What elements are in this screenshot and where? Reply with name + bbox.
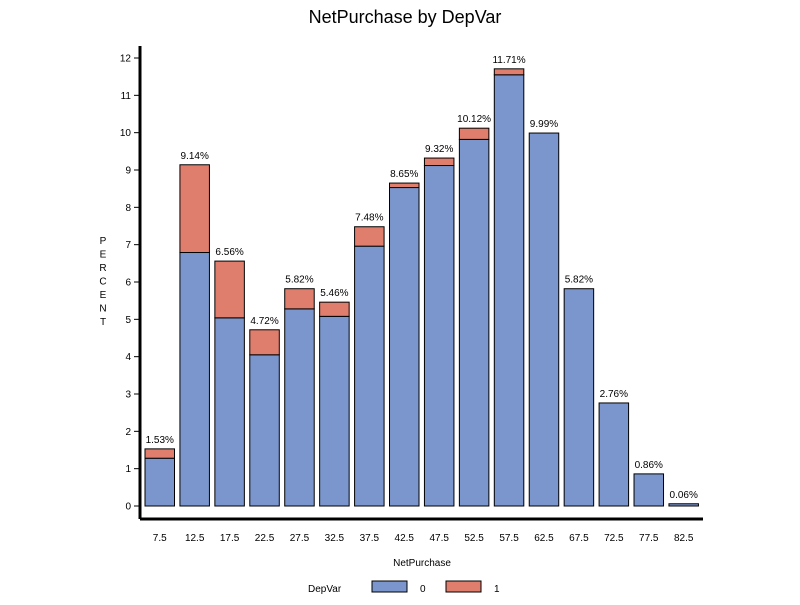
data-label: 10.12% [457,114,491,125]
bar-segment-0 [284,308,315,507]
x-tick-label: 72.5 [604,533,624,544]
data-label: 4.72% [250,316,278,327]
x-axis-title: NetPurchase [393,558,451,569]
bar-segment-0 [249,354,280,507]
y-axis-title-letter: T [100,317,106,328]
bar-segment-1 [214,260,245,319]
bar-segment-1 [179,164,210,254]
bars: 1.53% 9.14% 6.56% 4.72% 5.82% 5.46% 7.48% 8.65%… [144,55,699,507]
bar-segment-0 [598,402,630,507]
bar-segment-1 [284,288,315,310]
x-tick-label: 22.5 [255,533,275,544]
legend-swatch-0 [371,580,408,593]
data-label: 8.65% [390,169,418,180]
bar-segment-1 [354,226,385,247]
y-axis-title-letter: N [99,304,106,315]
y-tick-label: 0 [125,502,131,513]
legend-label: 0 [420,584,426,595]
legend-swatch-1 [445,580,482,593]
y-axis-title-letter: E [100,250,107,261]
bar-segment-0 [493,74,525,507]
data-label: 5.82% [565,275,593,286]
legend-title: DepVar [308,584,342,595]
y-axis-title-letter: P [100,236,107,247]
chart-title: NetPurchase by DepVar [309,7,502,27]
x-tick-label: 37.5 [360,533,380,544]
bar-segment-0 [144,457,175,507]
bar-segment-1 [319,301,350,317]
bar-segment-0 [563,288,595,507]
x-axis-ticks: 7.5 12.5 17.5 22.5 27.5 32.5 37.5 42.5 47.5 52.5 5… [153,533,694,544]
bar-segment-1 [389,182,420,189]
bar-segment-1 [458,127,490,140]
x-tick-label: 77.5 [639,533,659,544]
bar-segment-0 [668,503,699,507]
y-tick-label: 3 [125,390,131,401]
x-tick-label: 42.5 [395,533,415,544]
x-tick-label: 7.5 [153,533,167,544]
y-tick-label: 12 [120,54,132,65]
bar-segment-0 [423,165,455,507]
data-label: 6.56% [215,247,243,258]
y-tick-label: 9 [125,166,131,177]
data-label: 7.48% [355,213,383,224]
x-tick-label: 12.5 [185,533,205,544]
bar-segment-0 [633,473,665,507]
data-label: 5.46% [320,288,348,299]
x-tick-label: 52.5 [464,533,484,544]
y-axis-title-letter: C [99,277,106,288]
bar-segment-0 [354,245,385,507]
data-label: 5.82% [285,275,313,286]
y-tick-label: 6 [125,278,131,289]
bar-segment-1 [493,68,525,76]
y-tick-label: 11 [121,91,132,102]
y-axis-title-letter: R [99,263,106,274]
data-label: 11.71% [492,55,525,66]
y-axis-title-letter: E [100,290,107,301]
data-label: 9.32% [425,144,453,155]
data-label: 2.76% [600,389,628,400]
bar-segment-0 [389,187,420,507]
x-tick-label: 67.5 [569,533,589,544]
y-tick-label: 2 [125,427,131,438]
bar-segment-1 [249,329,280,356]
data-label: 1.53% [146,435,174,446]
bar-segment-0 [528,132,560,507]
y-tick-label: 10 [120,128,132,139]
y-tick-label: 7 [125,240,131,251]
x-tick-label: 82.5 [674,533,694,544]
y-tick-label: 1 [125,464,131,475]
bar-segment-0 [179,252,210,507]
data-label: 0.06% [670,490,698,501]
bar-segment-0 [214,317,245,507]
data-label: 0.86% [635,460,663,471]
x-tick-label: 57.5 [499,533,519,544]
x-tick-label: 47.5 [429,533,449,544]
x-tick-label: 17.5 [220,533,240,544]
legend: DepVar 0 1 [308,580,500,595]
bar-segment-1 [423,157,455,167]
bar-segment-0 [458,138,490,507]
data-label: 9.14% [181,151,209,162]
x-tick-label: 27.5 [290,533,310,544]
y-tick-label: 4 [125,352,131,363]
bar-segment-0 [319,315,350,507]
data-label: 9.99% [530,119,558,130]
y-tick-label: 8 [125,203,131,214]
x-tick-label: 62.5 [534,533,554,544]
bar-segment-1 [144,448,175,459]
x-tick-label: 32.5 [325,533,345,544]
y-tick-label: 5 [125,315,131,326]
legend-label: 1 [494,584,500,595]
